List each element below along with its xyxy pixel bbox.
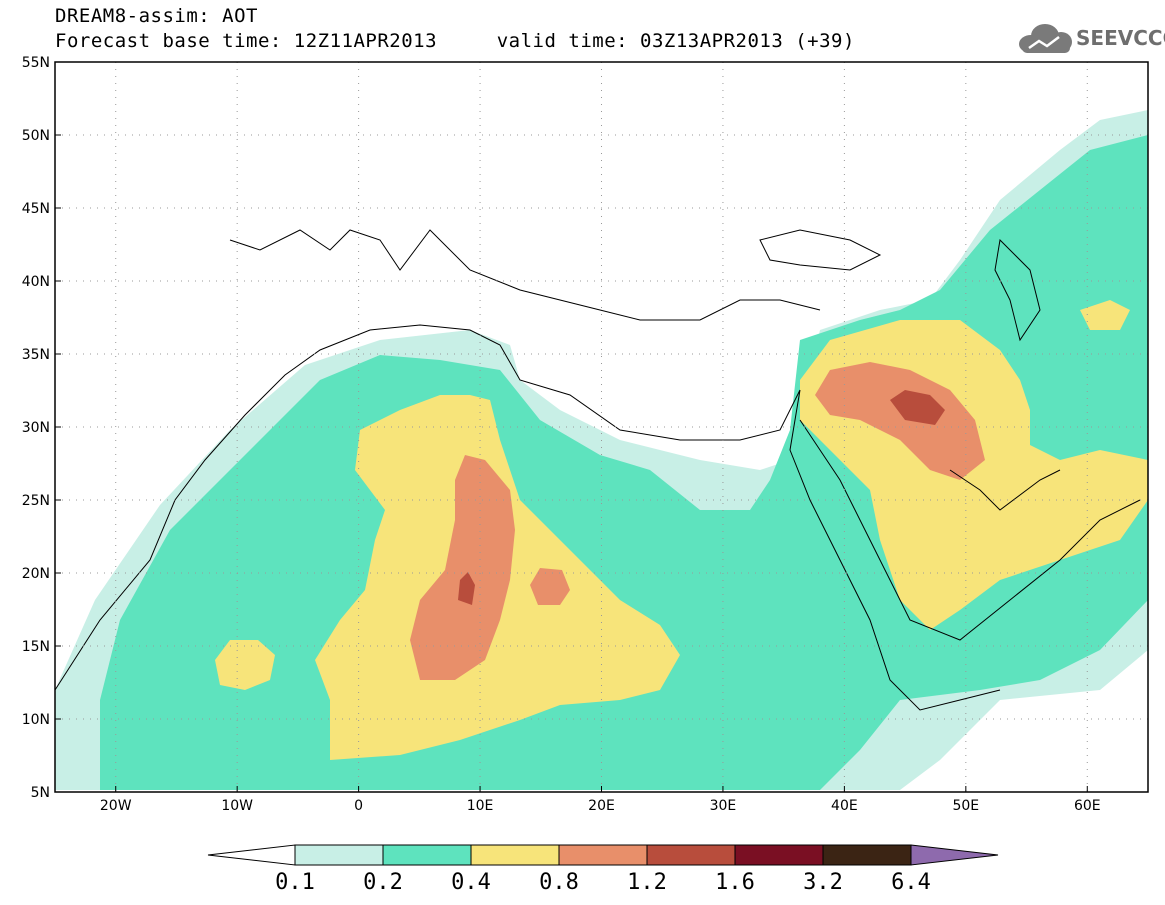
colorbar-label: 0.1 bbox=[275, 870, 315, 895]
colorbar-label: 6.4 bbox=[891, 870, 931, 895]
latitude-label: 30N bbox=[22, 420, 50, 436]
coastline-black-sea bbox=[759, 229, 882, 271]
graticule bbox=[55, 62, 1148, 792]
latitude-label: 15N bbox=[22, 639, 50, 655]
aot-band-0.8-blob bbox=[530, 568, 570, 605]
coastline-europe bbox=[229, 229, 821, 321]
colorbar-segment bbox=[822, 844, 912, 866]
colorbar-segment bbox=[294, 844, 384, 866]
longitude-label: 10E bbox=[467, 798, 494, 814]
longitude-label: 50E bbox=[952, 798, 979, 814]
coastline-gulf bbox=[949, 469, 1061, 511]
longitude-labels: 20W 10W 0 10E 20E 30E 40E 50E 60E bbox=[100, 786, 1101, 814]
colorbar-segment bbox=[734, 844, 824, 866]
aot-band-0.8-west bbox=[410, 455, 515, 680]
aot-band-1.2-east bbox=[890, 390, 945, 425]
latitude-label: 50N bbox=[22, 128, 50, 144]
latitude-label: 25N bbox=[22, 493, 50, 509]
longitude-label: 10W bbox=[221, 798, 253, 814]
logo-text: SEEVCCC bbox=[1076, 26, 1165, 50]
aot-band-0.8-east bbox=[815, 362, 985, 480]
colorbar bbox=[207, 844, 999, 866]
aot-band-0.4-ne bbox=[1080, 300, 1130, 330]
latitude-label: 20N bbox=[22, 566, 50, 582]
latitude-label: 55N bbox=[22, 55, 50, 71]
latitude-label: 40N bbox=[22, 274, 50, 290]
longitude-label: 20W bbox=[100, 798, 132, 814]
longitude-label: 30E bbox=[710, 798, 737, 814]
longitude-label: 60E bbox=[1074, 798, 1101, 814]
longitude-label: 20E bbox=[588, 798, 615, 814]
colorbar-label: 1.2 bbox=[627, 870, 667, 895]
coastline-arabia bbox=[799, 419, 1141, 641]
longitude-label: 0 bbox=[354, 798, 363, 814]
coastlines bbox=[55, 229, 1141, 711]
coastline-africa bbox=[55, 324, 1001, 711]
aot-band-1.2-west bbox=[458, 572, 475, 605]
colorbar-label: 0.8 bbox=[539, 870, 579, 895]
colorbar-segment bbox=[558, 844, 648, 866]
latitude-label: 10N bbox=[22, 712, 50, 728]
colorbar-label: 1.6 bbox=[715, 870, 755, 895]
cloud-logo-icon bbox=[1019, 24, 1072, 53]
colorbar-segment bbox=[470, 844, 560, 866]
map-title: DREAM8-assim: AOT bbox=[55, 5, 258, 27]
colorbar-segment bbox=[646, 844, 736, 866]
latitude-label: 35N bbox=[22, 347, 50, 363]
forecast-time-subtitle: Forecast base time: 12Z11APR2013 valid t… bbox=[55, 30, 855, 52]
latitude-labels: 55N 50N 45N 40N 35N 30N 25N 20N 15N 10N 5N bbox=[22, 55, 61, 801]
aot-band-0.4-blob bbox=[215, 640, 275, 690]
colorbar-under-arrow bbox=[207, 844, 296, 866]
colorbar-label: 0.4 bbox=[451, 870, 491, 895]
colorbar-label: 3.2 bbox=[803, 870, 843, 895]
aot-fields bbox=[55, 110, 1148, 790]
colorbar-label: 0.2 bbox=[363, 870, 403, 895]
coastline-caspian bbox=[994, 238, 1041, 342]
colorbar-over-arrow bbox=[910, 844, 999, 866]
latitude-label: 5N bbox=[31, 785, 50, 801]
longitude-label: 40E bbox=[831, 798, 858, 814]
colorbar-segment bbox=[382, 844, 472, 866]
latitude-label: 45N bbox=[22, 201, 50, 217]
